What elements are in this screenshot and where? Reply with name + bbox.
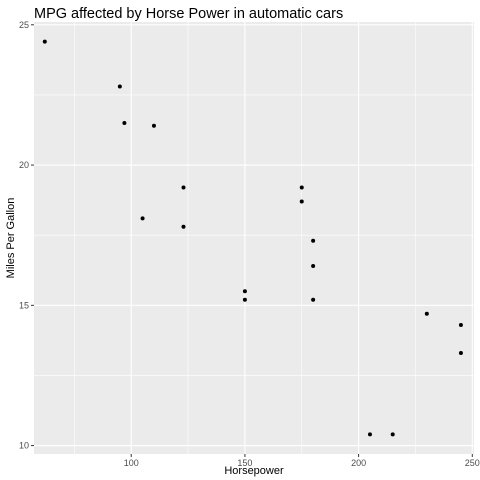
data-point bbox=[311, 297, 316, 302]
plot-panel bbox=[34, 22, 474, 454]
data-points bbox=[42, 39, 463, 437]
data-point bbox=[181, 224, 186, 229]
axis-ticks bbox=[31, 24, 473, 457]
chart-title: MPG affected by Horse Power in automatic… bbox=[34, 6, 343, 22]
data-point bbox=[458, 322, 463, 327]
data-point bbox=[299, 185, 304, 190]
major-gridlines bbox=[34, 22, 474, 454]
data-point bbox=[151, 123, 156, 128]
data-point bbox=[311, 238, 316, 243]
data-point bbox=[424, 311, 429, 316]
x-tick-label: 200 bbox=[351, 458, 366, 468]
y-tick-label: 10 bbox=[19, 441, 29, 451]
y-axis-title: Miles Per Gallon bbox=[5, 198, 17, 279]
data-point bbox=[299, 199, 304, 204]
data-point bbox=[311, 264, 316, 269]
x-tick-label: 100 bbox=[124, 458, 139, 468]
data-point bbox=[242, 297, 247, 302]
data-point bbox=[390, 432, 395, 437]
data-point bbox=[458, 351, 463, 356]
y-tick-label: 15 bbox=[19, 300, 29, 310]
y-tick-label: 25 bbox=[19, 20, 29, 30]
y-tick-label: 20 bbox=[19, 160, 29, 170]
x-tick-label: 250 bbox=[465, 458, 480, 468]
data-point bbox=[140, 216, 145, 221]
tick-labels: 100 150 200 250 10 15 20 25 bbox=[19, 20, 480, 468]
minor-gridlines bbox=[34, 22, 474, 454]
data-point bbox=[367, 432, 372, 437]
data-point bbox=[42, 39, 47, 44]
data-point bbox=[242, 289, 247, 294]
x-axis-title: Horsepower bbox=[224, 465, 284, 477]
x-tick-label: 150 bbox=[237, 458, 252, 468]
data-point bbox=[122, 120, 127, 125]
data-point bbox=[181, 185, 186, 190]
data-point bbox=[117, 84, 122, 89]
